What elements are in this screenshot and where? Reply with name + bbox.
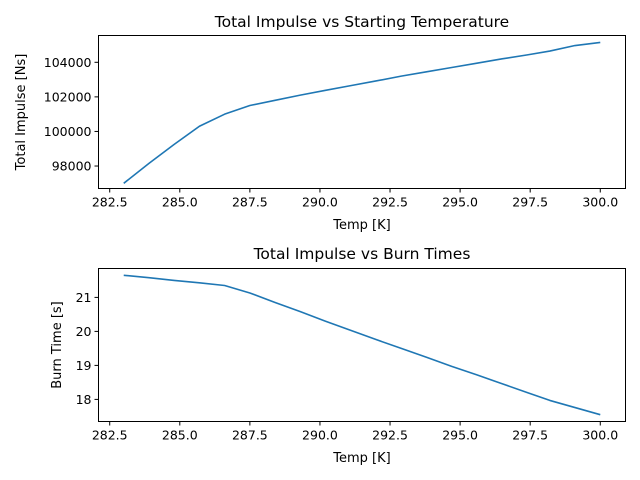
x-tick-label: 292.5	[372, 428, 408, 443]
series-line	[123, 274, 601, 416]
x-tick-label: 300.0	[582, 195, 618, 210]
x-tick-label: 282.5	[92, 428, 128, 443]
y-tick-label: 102000	[44, 89, 92, 104]
x-tick-label: 292.5	[372, 195, 408, 210]
series-line	[123, 41, 601, 184]
x-tick-label: 300.0	[582, 428, 618, 443]
x-tick-label: 287.5	[232, 195, 268, 210]
y-tick-label: 19	[76, 358, 92, 373]
x-tick-label: 285.0	[162, 195, 198, 210]
subplot-temperature: Total Impulse vs Starting Temperature Te…	[14, 13, 626, 233]
y-tick-label: 18	[76, 392, 92, 407]
subplot-burn-time: Total Impulse vs Burn Times Temp [K] Bur…	[50, 245, 626, 466]
x-axis-label: Temp [K]	[332, 218, 390, 233]
x-tick-label: 297.5	[512, 428, 548, 443]
x-tick-label: 295.0	[442, 428, 478, 443]
y-tick-label: 20	[76, 324, 92, 339]
ticks: 282.5 285.0 287.5 290.0 292.5 295.0 297.5 300.0…	[44, 55, 618, 210]
y-tick-label: 21	[76, 290, 92, 305]
plot-frame	[98, 268, 626, 422]
x-tick-label: 290.0	[302, 195, 338, 210]
x-tick-label: 290.0	[302, 428, 338, 443]
x-tick-label: 282.5	[92, 195, 128, 210]
chart-title: Total Impulse vs Starting Temperature	[214, 13, 509, 31]
x-tick-label: 287.5	[232, 428, 268, 443]
y-tick-label: 100000	[44, 124, 92, 139]
y-axis-label: Burn Time [s]	[50, 301, 65, 389]
chart-title: Total Impulse vs Burn Times	[253, 245, 471, 263]
x-axis-label: Temp [K]	[332, 451, 390, 466]
x-tick-label: 295.0	[442, 195, 478, 210]
ticks: 282.5 285.0 287.5 290.0 292.5 295.0 297.5 300.0…	[76, 290, 619, 443]
plot-frame	[98, 35, 626, 189]
x-tick-label: 285.0	[162, 428, 198, 443]
y-tick-label: 104000	[44, 55, 92, 70]
y-tick-label: 98000	[52, 159, 92, 174]
x-tick-label: 297.5	[512, 195, 548, 210]
y-axis-label: Total Impulse [Ns]	[14, 54, 29, 172]
